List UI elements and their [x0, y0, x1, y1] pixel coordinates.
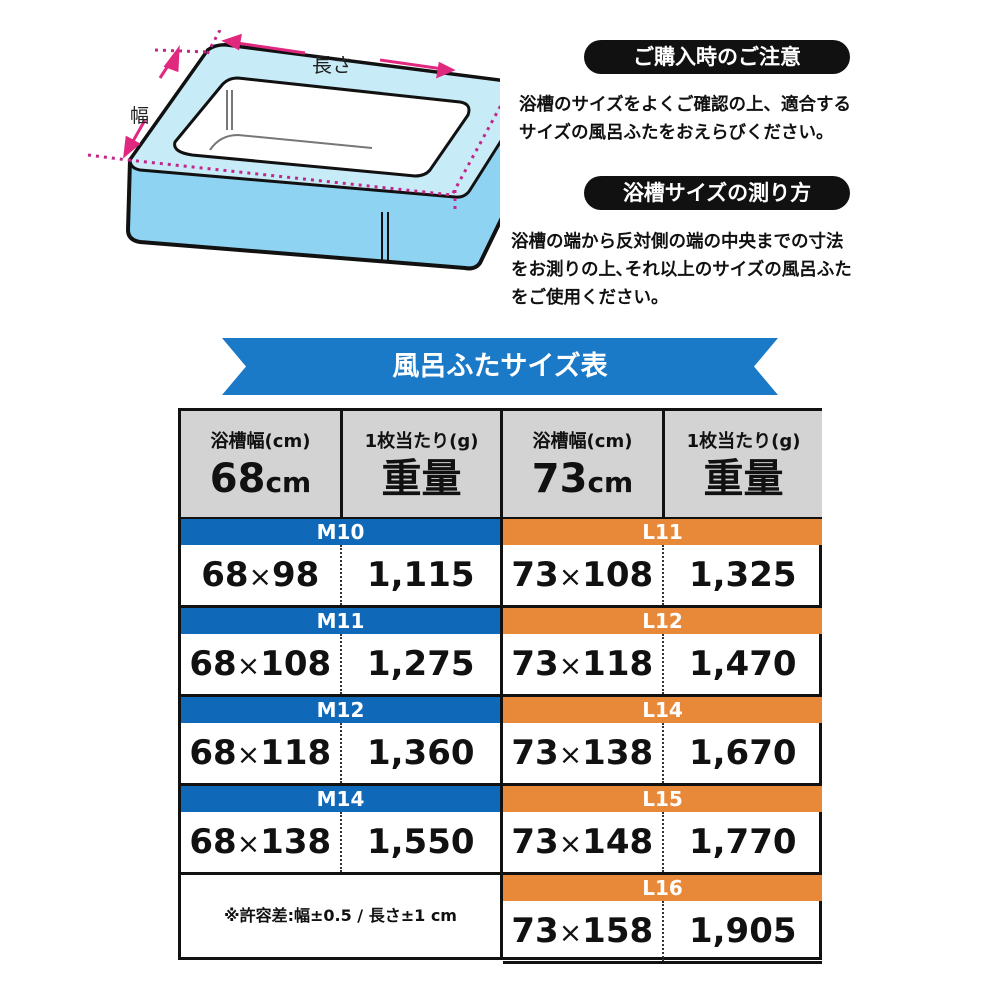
times-sign: × — [248, 560, 272, 593]
dimension-cell: 68×138 — [181, 812, 342, 872]
weight-cell: 1,115 — [366, 555, 475, 595]
width-value: 73 — [511, 911, 559, 951]
header-main: 重量 — [665, 453, 822, 509]
dimension-cell: 73×148 — [503, 812, 664, 872]
dimension-cell: 68×98 — [181, 545, 342, 605]
model-band: L16 — [503, 875, 822, 901]
weight-cell: 1,470 — [688, 644, 797, 684]
weight-cell: 1,905 — [688, 911, 797, 951]
header-main: 68cm — [181, 453, 340, 509]
weight-cell: 1,770 — [688, 822, 797, 862]
width-value: 68 — [201, 555, 249, 595]
length-value: 118 — [582, 644, 654, 684]
dimension-cell: 68×118 — [181, 723, 342, 783]
dimension-cell: 73×118 — [503, 634, 664, 694]
measure-text: 浴槽の端から反対側の端の中央までの寸法 をお測りの上､それ以上のサイズの風呂ふた… — [511, 228, 852, 312]
size-table-banner: 風呂ふたサイズ表 — [222, 338, 778, 395]
weight-cell: 1,550 — [366, 822, 475, 862]
notice-text: 浴槽のサイズをよくご確認の上、適合する サイズの風呂ふたをおえらびください。 — [519, 91, 851, 147]
length-value: 118 — [260, 733, 332, 773]
size-row: L11 73×108 1,325 — [503, 519, 822, 608]
header-sub: 浴槽幅(cm) — [532, 431, 633, 452]
weight-cell: 1,275 — [366, 644, 475, 684]
width-value: 73 — [511, 733, 559, 773]
width-value: 73 — [511, 555, 559, 595]
size-row: L12 73×118 1,470 — [503, 608, 822, 697]
model-band: M11 — [181, 608, 500, 634]
header-unit: cm — [587, 466, 634, 499]
header-main: 73cm — [503, 453, 662, 509]
header-value: 68 — [209, 456, 266, 502]
length-value: 138 — [582, 733, 654, 773]
banner-title: 風呂ふたサイズ表 — [392, 351, 608, 382]
header-cell: 浴槽幅(cm) 73cm — [503, 411, 665, 517]
bathtub-diagram: 長さ 幅 — [87, 30, 500, 271]
length-value: 158 — [582, 911, 654, 951]
size-row: M11 68×108 1,275 — [181, 608, 503, 697]
tolerance-note: ※許容差:幅±0.5 / 長さ±1 cm — [181, 875, 503, 957]
header-cell: 浴槽幅(cm) 68cm — [181, 411, 343, 517]
length-value: 148 — [582, 822, 654, 862]
notice-title: ご購入時のご注意 — [584, 40, 850, 74]
model-band: L11 — [503, 519, 822, 545]
times-sign: × — [558, 738, 583, 771]
size-table: 浴槽幅(cm) 68cm 1枚当たり(g) 重量 浴槽幅(cm) 73cm 1枚… — [178, 408, 822, 964]
times-sign: × — [558, 916, 583, 949]
times-sign: × — [558, 649, 583, 682]
measure-title: 浴槽サイズの測り方 — [584, 176, 850, 210]
size-row: L15 73×148 1,770 — [503, 786, 822, 875]
times-sign: × — [558, 827, 583, 860]
notice-line: 浴槽のサイズをよくご確認の上、適合する — [519, 95, 851, 115]
times-sign: × — [236, 738, 261, 771]
length-value: 108 — [260, 644, 332, 684]
header-sub: 1枚当たり(g) — [686, 431, 801, 452]
dimension-cell: 73×138 — [503, 723, 664, 783]
measure-line: をお測りの上､それ以上のサイズの風呂ふた — [511, 260, 852, 280]
length-value: 98 — [271, 555, 320, 595]
width-value: 68 — [189, 733, 237, 773]
dimension-cell: 73×158 — [503, 901, 664, 961]
width-label: 幅 — [130, 105, 149, 127]
header-sub: 1枚当たり(g) — [364, 431, 479, 452]
length-value: 138 — [260, 822, 332, 862]
model-band: M10 — [181, 519, 500, 545]
width-value: 68 — [189, 644, 237, 684]
header-value: 73 — [531, 456, 588, 502]
width-value: 73 — [511, 644, 559, 684]
header-cell: 1枚当たり(g) 重量 — [665, 411, 822, 517]
length-label: 長さ — [312, 53, 352, 77]
model-band: L14 — [503, 697, 822, 723]
size-row: L16 73×158 1,905 — [503, 875, 822, 964]
measure-line: をご使用ください。 — [511, 288, 669, 308]
weight-cell: 1,670 — [688, 733, 797, 773]
length-value: 108 — [582, 555, 654, 595]
notice-line: サイズの風呂ふたをおえらびください。 — [519, 123, 834, 143]
weight-cell: 1,360 — [366, 733, 475, 773]
model-band: M12 — [181, 697, 500, 723]
header-sub: 浴槽幅(cm) — [210, 431, 311, 452]
width-value: 73 — [511, 822, 559, 862]
model-band: L15 — [503, 786, 822, 812]
header-value: 重量 — [381, 456, 462, 502]
header-value: 重量 — [703, 456, 784, 502]
measure-line: 浴槽の端から反対側の端の中央までの寸法 — [511, 232, 844, 252]
size-row: M14 68×138 1,550 — [181, 786, 503, 875]
header-cell: 1枚当たり(g) 重量 — [343, 411, 503, 517]
weight-cell: 1,325 — [688, 555, 797, 595]
dimension-cell: 73×108 — [503, 545, 664, 605]
model-band: L12 — [503, 608, 822, 634]
times-sign: × — [558, 560, 583, 593]
times-sign: × — [236, 649, 261, 682]
width-value: 68 — [189, 822, 237, 862]
header-unit: cm — [265, 466, 312, 499]
size-row: M12 68×118 1,360 — [181, 697, 503, 786]
model-band: M14 — [181, 786, 500, 812]
header-main: 重量 — [343, 453, 500, 509]
divider — [181, 517, 819, 519]
dimension-cell: 68×108 — [181, 634, 342, 694]
times-sign: × — [236, 827, 261, 860]
size-row: L14 73×138 1,670 — [503, 697, 822, 786]
size-row: M10 68×98 1,115 — [181, 519, 503, 608]
